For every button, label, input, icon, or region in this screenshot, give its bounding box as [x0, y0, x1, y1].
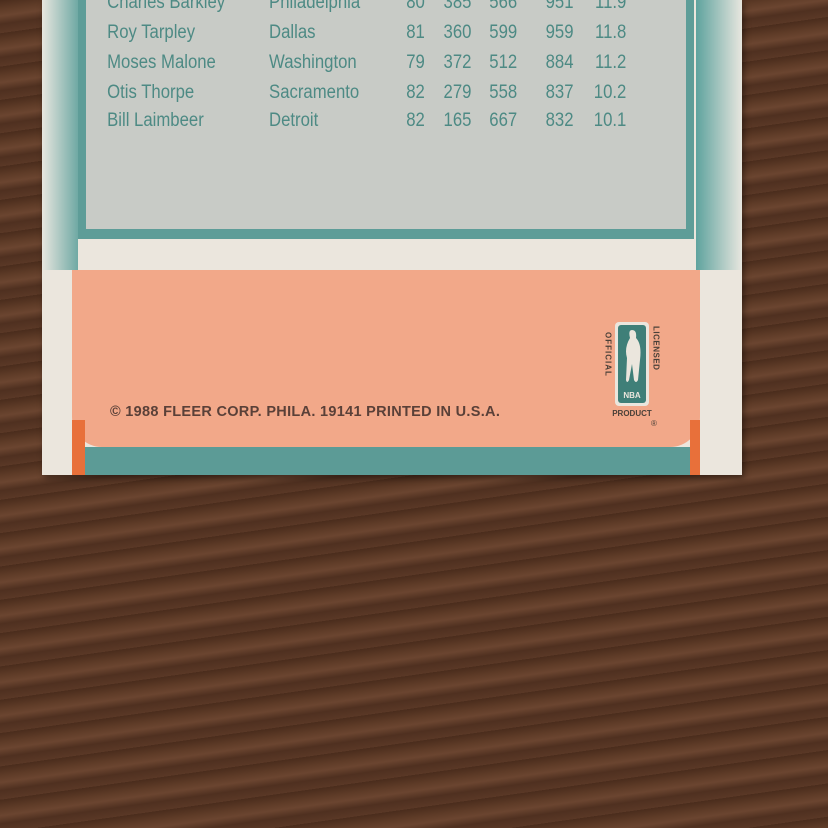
stat-g: 82: [406, 110, 425, 131]
footer-panel: © 1988 FLEER CORP. PHILA. 19141 PRINTED …: [72, 270, 700, 447]
stat-g: 80: [406, 0, 425, 13]
svg-text:LICENSED: LICENSED: [652, 326, 661, 370]
copyright-text: © 1988 FLEER CORP. PHILA. 19141 PRINTED …: [110, 404, 501, 420]
stat-off: 385: [443, 0, 472, 13]
basketball-card: Charles Barkley Philadelphia 80 385 566 951 11…: [42, 0, 742, 475]
svg-text:®: ®: [651, 419, 657, 428]
stats-table: Charles Barkley Philadelphia 80 385 566 951 11…: [86, 0, 686, 229]
table-row: Moses Malone Washington 79 372 512 884 11.2: [86, 52, 626, 80]
stat-def: 667: [489, 110, 518, 131]
player-name: Otis Thorpe: [107, 82, 195, 103]
table-row: Otis Thorpe Sacramento 82 279 558 837 10.2: [86, 82, 626, 110]
team-name: Sacramento: [269, 82, 360, 103]
team-name: Detroit: [269, 110, 319, 131]
stat-avg: 11.8: [595, 22, 627, 43]
orange-edge: [690, 420, 700, 475]
stat-avg: 11.9: [595, 0, 627, 13]
stat-tot: 837: [545, 82, 574, 103]
stat-avg: 10.2: [593, 82, 627, 103]
card-left-border: [42, 0, 78, 270]
bottom-teal-bar: [85, 447, 690, 475]
team-name: Dallas: [269, 22, 316, 43]
nba-licensed-logo: NBA OFFICIAL LICENSED PRODUCT ®: [604, 322, 661, 428]
stat-g: 82: [406, 82, 425, 103]
stat-off: 372: [443, 52, 472, 73]
table-row: Charles Barkley Philadelphia 80 385 566 951 11…: [86, 0, 626, 20]
player-name: Moses Malone: [107, 52, 216, 73]
player-name: Bill Laimbeer: [107, 110, 204, 131]
stat-avg: 11.2: [595, 52, 627, 73]
stat-def: 512: [489, 52, 518, 73]
stat-g: 79: [406, 52, 425, 73]
table-row: Roy Tarpley Dallas 81 360 599 959 11.8: [86, 22, 626, 50]
stat-tot: 951: [545, 0, 574, 13]
stat-tot: 832: [545, 110, 574, 131]
stat-tot: 959: [545, 22, 574, 43]
stat-off: 279: [443, 82, 472, 103]
orange-edge: [72, 420, 85, 475]
stat-def: 566: [489, 0, 518, 13]
team-name: Philadelphia: [269, 0, 361, 13]
svg-text:OFFICIAL: OFFICIAL: [604, 332, 613, 377]
stat-tot: 884: [545, 52, 574, 73]
stats-panel: Charles Barkley Philadelphia 80 385 566 951 11…: [78, 0, 694, 239]
card-right-border: [696, 0, 742, 270]
stat-def: 599: [489, 22, 518, 43]
team-name: Washington: [269, 52, 357, 73]
stat-def: 558: [489, 82, 518, 103]
svg-text:NBA: NBA: [623, 391, 641, 400]
player-name: Charles Barkley: [107, 0, 226, 13]
stat-avg: 10.1: [593, 110, 627, 131]
table-row: Bill Laimbeer Detroit 82 165 667 832 10.1: [86, 110, 626, 138]
stat-g: 81: [406, 22, 425, 43]
stat-off: 360: [443, 22, 472, 43]
stat-off: 165: [443, 110, 472, 131]
player-name: Roy Tarpley: [107, 22, 196, 43]
svg-text:PRODUCT: PRODUCT: [612, 409, 652, 418]
